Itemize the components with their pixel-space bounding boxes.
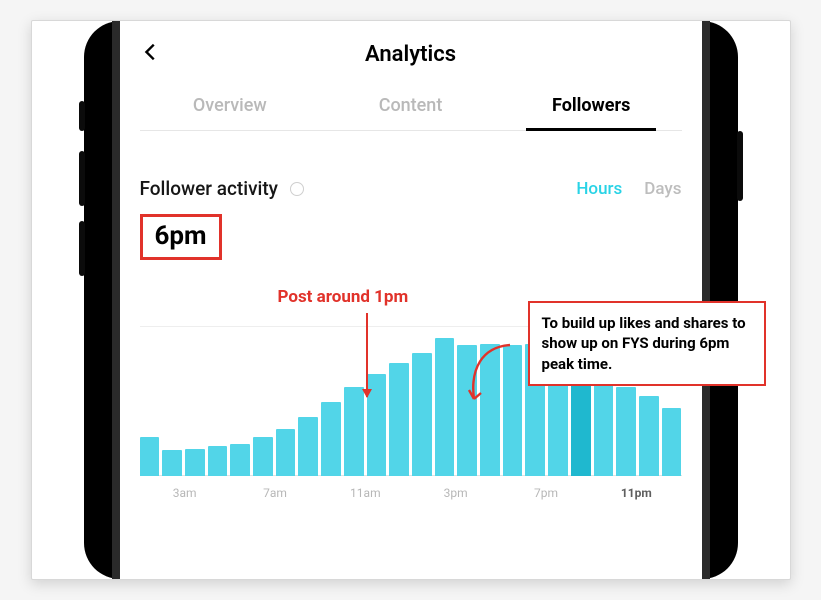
chart-bar[interactable]	[616, 387, 636, 476]
tab-overview[interactable]: Overview	[140, 85, 321, 130]
chart-bar[interactable]	[208, 446, 228, 476]
x-axis-label: 11am	[320, 486, 410, 500]
chart-bar[interactable]	[435, 338, 455, 476]
annotation-arrow-1pm	[366, 313, 368, 397]
chart-x-axis: 3am7am11am3pm7pm11pm	[140, 486, 682, 500]
phone-bezel-right	[702, 21, 738, 579]
x-axis-label: 7pm	[501, 486, 591, 500]
chart-bar[interactable]	[276, 429, 296, 476]
x-axis-label: 3am	[140, 486, 230, 500]
chart-bar[interactable]	[480, 344, 500, 476]
chart-bar[interactable]	[162, 450, 182, 476]
hours-days-toggle: Hours Days	[576, 179, 681, 199]
annotation-post-label: Post around 1pm	[278, 287, 409, 307]
back-button[interactable]	[140, 41, 164, 65]
section-title: Follower activity	[140, 177, 278, 200]
info-icon[interactable]	[290, 182, 304, 196]
phone-side-button	[79, 221, 85, 276]
chart-bar[interactable]	[389, 363, 409, 476]
tab-content[interactable]: Content	[320, 85, 501, 130]
toggle-hours[interactable]: Hours	[576, 179, 622, 199]
x-axis-label: 3pm	[410, 486, 500, 500]
chart-bar[interactable]	[298, 417, 318, 476]
chart-bar[interactable]	[457, 345, 477, 476]
chart-bar[interactable]	[230, 444, 250, 476]
peak-time-highlight: 6pm	[140, 214, 222, 260]
annotation-explainer-box: To build up likes and shares to show up …	[528, 301, 766, 386]
chart-bar[interactable]	[140, 437, 160, 476]
x-axis-label: 7am	[230, 486, 320, 500]
toggle-days[interactable]: Days	[644, 179, 681, 199]
chart-bar[interactable]	[253, 437, 273, 476]
screenshot-frame: Analytics OverviewContentFollowers Follo…	[31, 20, 791, 580]
phone-bezel-left	[84, 21, 120, 579]
chart-bar[interactable]	[662, 408, 682, 476]
chart-bar[interactable]	[344, 387, 364, 476]
phone-side-button	[79, 101, 85, 131]
phone-screen: Analytics OverviewContentFollowers Follo…	[120, 21, 702, 579]
chart-bar[interactable]	[639, 396, 659, 476]
phone-side-button	[737, 131, 743, 201]
tabs: OverviewContentFollowers	[140, 85, 682, 131]
tab-followers[interactable]: Followers	[501, 85, 682, 130]
x-axis-label: 11pm	[591, 486, 681, 500]
chart-bar[interactable]	[503, 345, 523, 476]
page-title: Analytics	[365, 42, 456, 67]
phone-side-button	[79, 151, 85, 206]
chart-bar[interactable]	[321, 402, 341, 476]
chart-bar[interactable]	[412, 353, 432, 476]
chart-bar[interactable]	[185, 449, 205, 476]
header: Analytics	[140, 35, 682, 73]
